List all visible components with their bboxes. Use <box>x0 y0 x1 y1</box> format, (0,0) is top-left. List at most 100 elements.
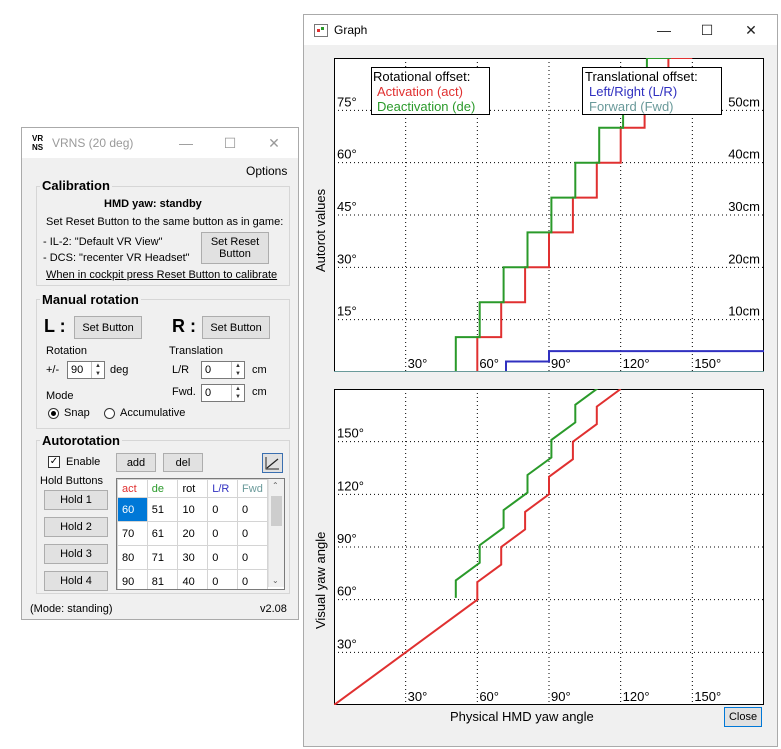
enable-checkbox[interactable]: ✓ <box>48 456 60 468</box>
fwd-stepper[interactable]: 0 ▲ ▼ <box>201 384 245 402</box>
hmd-status: HMD yaw: standby <box>104 198 202 210</box>
minimize-icon[interactable]: — <box>179 135 193 151</box>
legend-rot-title: Rotational offset: <box>373 69 471 84</box>
table-cell[interactable]: 71 <box>146 545 179 570</box>
table-cell[interactable]: 0 <box>207 521 239 546</box>
column-header-de[interactable]: de <box>146 479 179 498</box>
scroll-up-icon[interactable]: ⌃ <box>272 481 279 490</box>
options-menu[interactable]: Options <box>246 164 288 178</box>
graph-app-icon <box>314 24 328 37</box>
del-button[interactable]: del <box>163 453 203 472</box>
bottom-ylabel: Visual yaw angle <box>313 531 328 629</box>
translation-label: Translation <box>169 345 224 357</box>
fwd-value: 0 <box>205 387 212 399</box>
table-cell[interactable]: 51 <box>146 497 179 522</box>
table-cell[interactable]: 60 <box>117 497 148 522</box>
table-cell[interactable]: 0 <box>237 521 268 546</box>
accumulative-label[interactable]: Accumulative <box>120 407 186 419</box>
close-button[interactable]: Close <box>724 707 762 727</box>
manual-rotation-title: Manual rotation <box>40 292 141 307</box>
table-row[interactable]: 90 81 40 0 0 <box>117 569 268 589</box>
table-cell[interactable]: 0 <box>207 497 239 522</box>
hold-4-button[interactable]: Hold 4 <box>44 571 108 591</box>
calibration-title: Calibration <box>40 178 112 193</box>
maximize-icon[interactable]: ☐ <box>223 135 237 151</box>
x-tick-label: 120° <box>623 689 650 704</box>
graph-title: Graph <box>334 23 368 37</box>
hold-2-button[interactable]: Hold 2 <box>44 517 108 537</box>
autorotation-title: Autorotation <box>40 433 122 448</box>
table-cell[interactable]: 10 <box>177 497 209 522</box>
column-header-fwd[interactable]: Fwd <box>237 479 268 498</box>
table-cell[interactable]: 0 <box>207 545 239 570</box>
lr-stepper[interactable]: 0 ▲ ▼ <box>201 361 245 379</box>
rotation-stepper[interactable]: 90 ▲ ▼ <box>67 361 105 379</box>
spin-arrows-icon[interactable]: ▲ ▼ <box>231 385 244 401</box>
close-icon[interactable]: ✕ <box>745 22 757 38</box>
table-cell[interactable]: 70 <box>117 521 148 546</box>
snap-radio[interactable] <box>48 408 59 419</box>
y-tick-label: 120° <box>337 478 364 493</box>
graph-button[interactable] <box>262 453 283 473</box>
column-header-lr[interactable]: L/R <box>207 479 239 498</box>
autorotation-group <box>36 440 290 594</box>
right-set-button[interactable]: Set Button <box>202 316 270 339</box>
column-header-rot[interactable]: rot <box>177 479 209 498</box>
table-cell[interactable]: 20 <box>177 521 209 546</box>
x-tick-label: 30° <box>408 356 428 371</box>
scroll-down-icon[interactable]: ⌄ <box>272 576 279 585</box>
table-cell[interactable]: 0 <box>207 569 239 589</box>
spin-arrows-icon[interactable]: ▲ ▼ <box>231 362 244 378</box>
x-tick-label: 60° <box>479 356 499 371</box>
add-button[interactable]: add <box>116 453 156 472</box>
table-cell[interactable]: 80 <box>117 545 148 570</box>
autorotation-table[interactable]: act de rot L/R Fwd 60 51 10 0 0 70 61 <box>117 479 268 589</box>
table-scrollbar[interactable]: ⌃ ⌄ <box>268 479 284 587</box>
left-label: L : <box>44 316 66 336</box>
vrns-logo-icon: VR NS <box>32 134 44 152</box>
x-tick-label: 90° <box>551 689 571 704</box>
legend-lr: Left/Right (L/R) <box>589 84 678 99</box>
set-reset-button[interactable]: Set Reset Button <box>201 232 269 264</box>
scroll-thumb[interactable] <box>271 496 282 526</box>
legend-de: Deactivation (de) <box>377 99 476 114</box>
table-row[interactable]: 70 61 20 0 0 <box>117 521 268 546</box>
vrns-title: VRNS (20 deg) <box>52 136 134 150</box>
minimize-icon[interactable]: — <box>657 22 671 38</box>
spin-arrows-icon[interactable]: ▲ ▼ <box>91 362 104 378</box>
table-cell[interactable]: 30 <box>177 545 209 570</box>
vrns-titlebar[interactable]: VR NS VRNS (20 deg) — ☐ ✕ <box>22 128 298 158</box>
hold-3-button[interactable]: Hold 3 <box>44 544 108 564</box>
vrns-window: VR NS VRNS (20 deg) — ☐ ✕ Options Calibra… <box>21 127 299 620</box>
table-cell[interactable]: 0 <box>237 545 268 570</box>
plusminus-label: +/- <box>46 364 60 376</box>
snap-label[interactable]: Snap <box>64 407 90 419</box>
table-cell[interactable]: 0 <box>237 497 268 522</box>
graph-titlebar[interactable]: Graph — ☐ ✕ <box>304 15 777 45</box>
table-cell[interactable]: 0 <box>237 569 268 589</box>
table-row[interactable]: 80 71 30 0 0 <box>117 545 268 570</box>
lr-unit: cm <box>252 364 267 376</box>
rotation-value: 90 <box>71 364 84 376</box>
x-tick-label: 150° <box>694 689 721 704</box>
x-tick-label: 60° <box>479 689 499 704</box>
hold-1-button[interactable]: Hold 1 <box>44 490 108 510</box>
column-header-act[interactable]: act <box>117 479 148 498</box>
version-label: v2.08 <box>260 603 287 615</box>
close-icon[interactable]: ✕ <box>268 135 280 151</box>
y2-tick-label: 20cm <box>728 251 760 266</box>
left-set-button[interactable]: Set Button <box>74 316 142 339</box>
y-tick-label: 60° <box>337 147 357 162</box>
series-line <box>334 389 622 705</box>
accumulative-radio[interactable] <box>104 408 115 419</box>
table-header-row: act de rot L/R Fwd <box>117 479 268 498</box>
fwd-unit: cm <box>252 386 267 398</box>
enable-label[interactable]: Enable <box>66 456 101 468</box>
maximize-icon[interactable]: ☐ <box>700 22 714 38</box>
autorotation-table-frame: act de rot L/R Fwd 60 51 10 0 0 70 61 <box>116 478 285 590</box>
table-cell[interactable]: 81 <box>146 569 179 589</box>
table-cell[interactable]: 61 <box>146 521 179 546</box>
table-cell[interactable]: 40 <box>177 569 209 589</box>
table-row[interactable]: 60 51 10 0 0 <box>117 497 268 522</box>
table-cell[interactable]: 90 <box>117 569 148 589</box>
